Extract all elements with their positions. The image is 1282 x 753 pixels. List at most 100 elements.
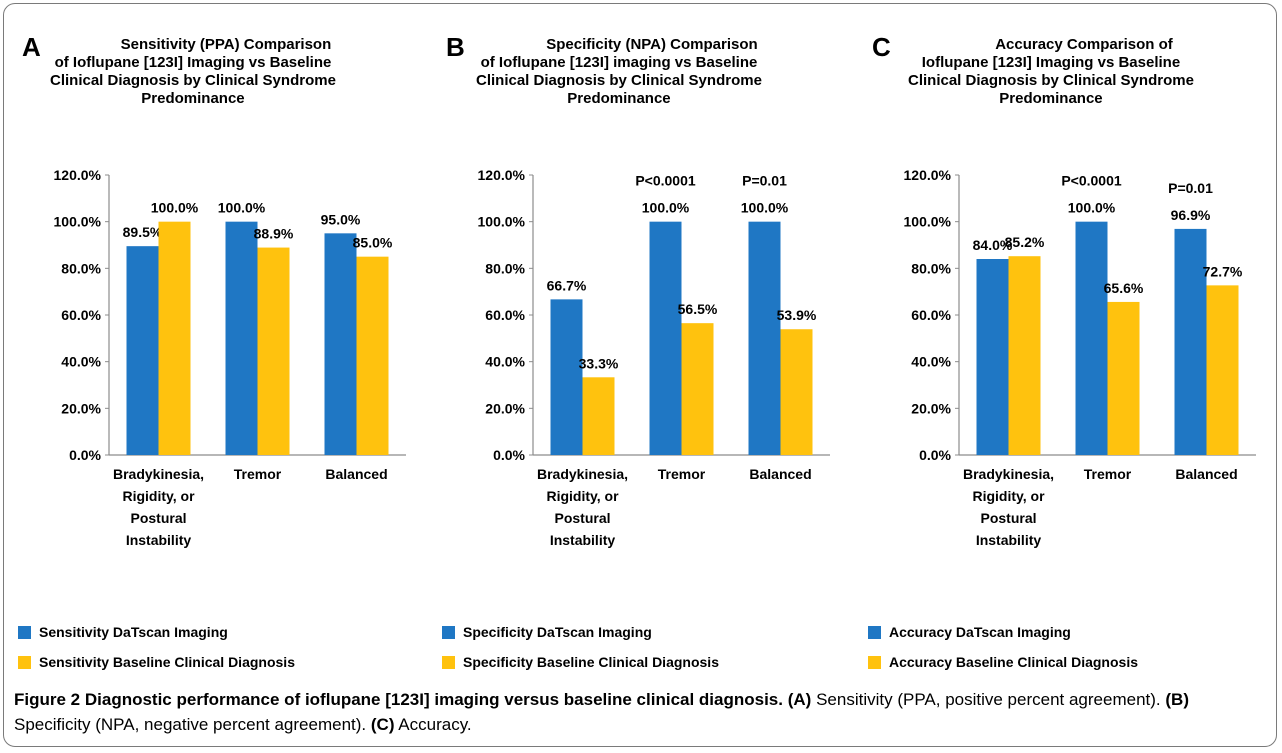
bar-chart: 0.0% 20.0% 40.0% 60.0% 80.0% 100.0% 120.0% Brad… (478, 167, 830, 548)
legend-entry: Specificity Baseline Clinical Diagnosis (442, 654, 719, 670)
y-tick-label: 40.0% (485, 354, 525, 370)
y-tick-label: 40.0% (61, 354, 101, 370)
y-tick-label: 80.0% (61, 260, 101, 276)
data-label: 72.7% (1203, 263, 1243, 279)
figure-caption: Figure 2 Diagnostic performance of ioflu… (14, 687, 1264, 737)
bar (1206, 285, 1239, 455)
figure-label: Figure 2 (14, 690, 81, 709)
panel-title-line: Clinical Diagnosis by Clinical Syndrome (476, 72, 762, 89)
data-label: 53.9% (777, 307, 817, 323)
panel-title: Sensitivity (PPA) Comparison of Ioflupan… (50, 36, 336, 108)
data-label: 100.0% (218, 200, 266, 216)
y-tick-label: 20.0% (61, 400, 101, 416)
x-tick-label: Tremor (234, 466, 282, 482)
caption-text: Sensitivity (PPA, positive percent agree… (816, 690, 1161, 709)
bar (550, 299, 583, 455)
bar (976, 259, 1009, 455)
bar (225, 221, 258, 455)
panel-b: B Specificity (NPA) Comparison of Ioflup… (430, 20, 848, 670)
panel-title-line: Predominance (567, 90, 671, 107)
data-label: 66.7% (547, 277, 587, 293)
x-tick-label: Instability (976, 532, 1042, 548)
y-tick-label: 20.0% (911, 400, 951, 416)
y-tick-label: 40.0% (911, 354, 951, 370)
data-label: 100.0% (642, 200, 690, 216)
panel-title-line: of Ioflupane [123I] imaging vs Baseline (480, 54, 758, 71)
bar (681, 323, 714, 455)
bar (1174, 228, 1207, 455)
y-tick-label: 60.0% (911, 307, 951, 323)
panel-title-line: Predominance (141, 90, 245, 107)
data-label: 96.9% (1171, 207, 1211, 223)
panel-title-line: Predominance (999, 90, 1103, 107)
data-label: 33.3% (579, 355, 619, 371)
legend-label: Accuracy Baseline Clinical Diagnosis (889, 654, 1138, 670)
legend-label: Specificity Baseline Clinical Diagnosis (463, 654, 719, 670)
y-tick-label: 60.0% (485, 307, 525, 323)
y-tick-label: 120.0% (904, 167, 952, 183)
x-tick-label: Balanced (1175, 466, 1237, 482)
bar (126, 246, 159, 455)
panel-letter: C (872, 32, 891, 62)
data-label: 65.6% (1104, 280, 1144, 296)
data-label: 100.0% (741, 200, 789, 216)
bar (1008, 256, 1041, 455)
data-label: 95.0% (321, 211, 361, 227)
bar-chart: 0.0% 20.0% 40.0% 60.0% 80.0% 100.0% 120.0% Brad… (904, 167, 1256, 548)
p-value-annotation: P=0.01 (1168, 180, 1213, 196)
x-tick-label: Bradykinesia, (113, 466, 204, 482)
panel-title-line: of Ioflupane [123I] Imaging vs Baseline (54, 54, 332, 71)
x-tick-label: Instability (126, 532, 192, 548)
y-tick-label: 80.0% (911, 260, 951, 276)
legend-swatch (442, 625, 455, 639)
y-tick-label: 120.0% (54, 167, 102, 183)
caption-tag: (B) (1165, 690, 1189, 709)
legend-swatch (442, 655, 455, 669)
panel-title-line: Ioflupane [123I] Imaging vs Baseline (921, 54, 1181, 71)
legend-swatch (868, 625, 881, 639)
bar (649, 221, 682, 455)
x-tick-label: Balanced (325, 466, 387, 482)
panel-a: A Sensitivity (PPA) Comparison of Ioflup… (6, 20, 424, 670)
figure-frame (3, 3, 1277, 747)
legend-label: Specificity DaTscan Imaging (463, 624, 652, 640)
legend-label: Sensitivity Baseline Clinical Diagnosis (39, 654, 295, 670)
p-value-annotation: P<0.0001 (1061, 173, 1122, 189)
legend-label: Sensitivity DaTscan Imaging (39, 624, 228, 640)
y-tick-label: 100.0% (904, 214, 952, 230)
x-tick-label: Instability (550, 532, 616, 548)
legend-entry: Accuracy Baseline Clinical Diagnosis (868, 654, 1138, 670)
x-tick-label: Tremor (658, 466, 706, 482)
bar (158, 221, 191, 455)
panel-title-line: Specificity (NPA) Comparison (546, 36, 758, 53)
y-tick-label: 100.0% (478, 214, 526, 230)
panel-title-line: Accuracy Comparison of (995, 36, 1173, 53)
x-tick-label: Rigidity, or (972, 488, 1045, 504)
legend-entry: Sensitivity Baseline Clinical Diagnosis (18, 654, 295, 670)
x-tick-label: Rigidity, or (546, 488, 619, 504)
bar (257, 247, 290, 455)
p-value-annotation: P=0.01 (742, 173, 787, 189)
bar (748, 221, 781, 455)
panel-c: C Accuracy Comparison of Ioflupane [123I… (856, 20, 1274, 670)
panel-letter: B (446, 32, 465, 62)
legend-entry: Sensitivity DaTscan Imaging (18, 624, 228, 640)
legend-entry: Accuracy DaTscan Imaging (868, 624, 1071, 640)
legend-entry: Specificity DaTscan Imaging (442, 624, 652, 640)
bar (780, 329, 813, 455)
data-label: 88.9% (254, 226, 294, 242)
x-tick-label: Rigidity, or (122, 488, 195, 504)
legend-label: Accuracy DaTscan Imaging (889, 624, 1071, 640)
data-label: 56.5% (678, 301, 718, 317)
p-value-annotation: P<0.0001 (635, 173, 696, 189)
bar (582, 377, 615, 455)
caption-text: Specificity (NPA, negative percent agree… (14, 715, 367, 734)
bar (356, 256, 389, 455)
x-tick-label: Postural (130, 510, 186, 526)
y-tick-label: 100.0% (54, 214, 102, 230)
y-tick-label: 120.0% (478, 167, 526, 183)
data-label: 100.0% (151, 200, 199, 216)
caption-title: Diagnostic performance of ioflupane [123… (84, 690, 783, 709)
x-tick-label: Bradykinesia, (963, 466, 1054, 482)
panel-title: Specificity (NPA) Comparison of Ioflupan… (476, 36, 762, 108)
